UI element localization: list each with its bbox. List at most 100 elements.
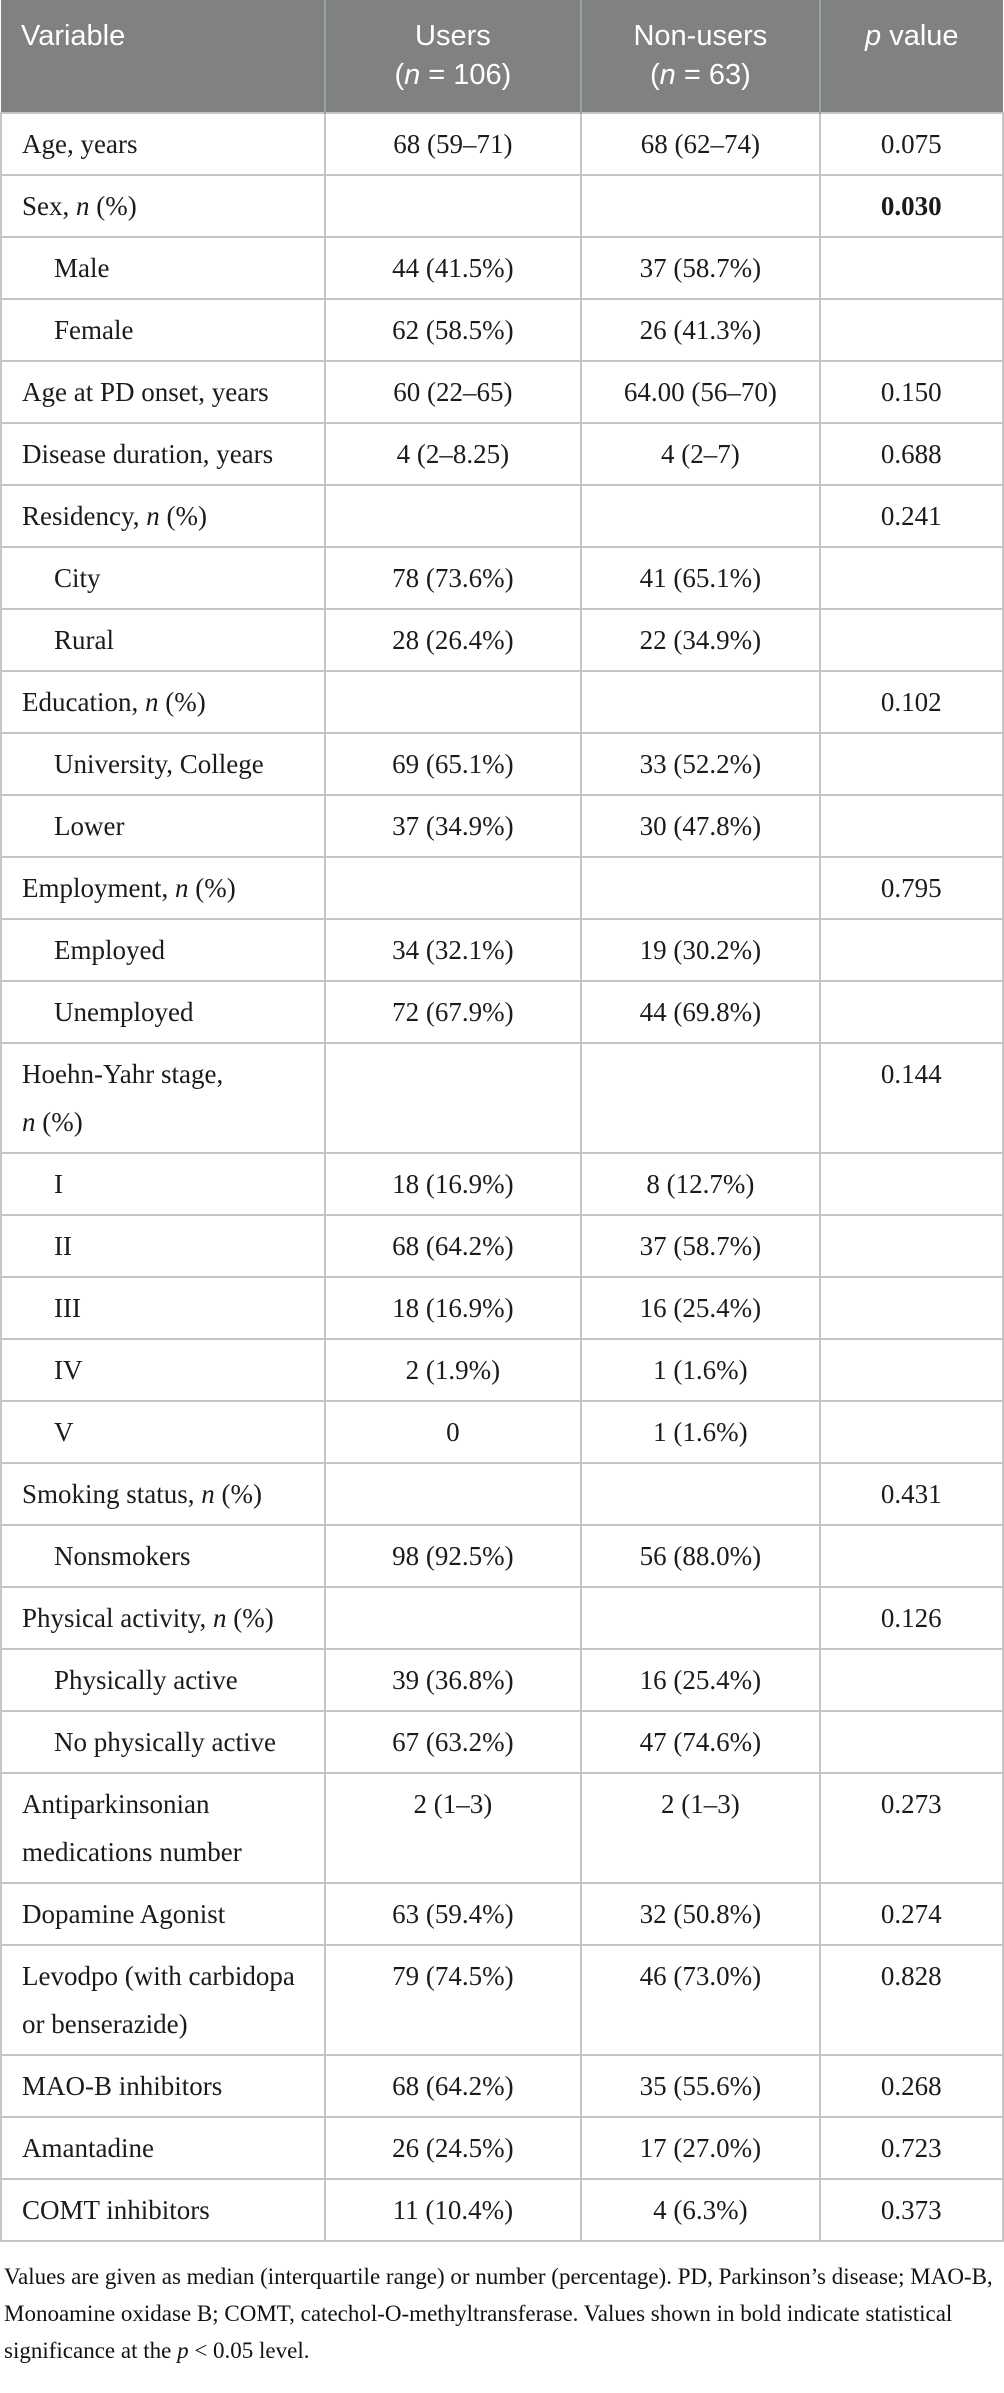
pvalue-cell — [818, 608, 1004, 672]
pvalue-cell: 0.241 — [818, 484, 1004, 548]
pvalue-cell: 0.268 — [818, 2054, 1004, 2118]
table-row: MAO-B inhibitors 68 (64.2%) 35 (55.6%) 0… — [0, 2054, 1004, 2118]
variable-cell: II — [0, 1214, 326, 1278]
users-cell: 44 (41.5%) — [323, 236, 583, 300]
table-row: Residency, n (%) 0.241 — [0, 484, 1004, 548]
header-row: Variable Users (n = 106) Non-users (n = … — [1, 0, 1003, 113]
nonusers-cell: 37 (58.7%) — [580, 1214, 821, 1278]
header-nonusers: Non-users (n = 63) — [580, 0, 820, 113]
pvalue-cell — [818, 1524, 1004, 1588]
nonusers-cell — [580, 1042, 821, 1154]
users-cell: 68 (64.2%) — [323, 2054, 583, 2118]
users-cell — [323, 174, 583, 238]
variable-cell: Nonsmokers — [0, 1524, 326, 1588]
nonusers-cell: 8 (12.7%) — [580, 1152, 821, 1216]
table-body: Age, years 68 (59–71) 68 (62–74) 0.075 S… — [0, 112, 1004, 2242]
users-cell: 28 (26.4%) — [323, 608, 583, 672]
users-cell: 0 — [323, 1400, 583, 1464]
nonusers-cell: 30 (47.8%) — [580, 794, 821, 858]
nonusers-cell — [580, 1462, 821, 1526]
table-row: Physically active 39 (36.8%) 16 (25.4%) — [0, 1648, 1004, 1712]
users-cell: 98 (92.5%) — [323, 1524, 583, 1588]
nonusers-cell: 16 (25.4%) — [580, 1648, 821, 1712]
nonusers-cell: 16 (25.4%) — [580, 1276, 821, 1340]
nonusers-cell — [580, 1586, 821, 1650]
table-row: Disease duration, years 4 (2–8.25) 4 (2–… — [0, 422, 1004, 486]
variable-cell: Rural — [0, 608, 326, 672]
users-cell: 34 (32.1%) — [323, 918, 583, 982]
pvalue-cell — [818, 1214, 1004, 1278]
nonusers-cell: 56 (88.0%) — [580, 1524, 821, 1588]
table-row: Lower 37 (34.9%) 30 (47.8%) — [0, 794, 1004, 858]
users-cell: 37 (34.9%) — [323, 794, 583, 858]
header-pvalue: p value — [818, 0, 1003, 113]
table-row: V 0 1 (1.6%) — [0, 1400, 1004, 1464]
pvalue-cell — [818, 980, 1004, 1044]
nonusers-cell: 1 (1.6%) — [580, 1400, 821, 1464]
table-row: Employed 34 (32.1%) 19 (30.2%) — [0, 918, 1004, 982]
table-row: COMT inhibitors 11 (10.4%) 4 (6.3%) 0.37… — [0, 2178, 1004, 2242]
nonusers-cell: 1 (1.6%) — [580, 1338, 821, 1402]
nonusers-cell: 41 (65.1%) — [580, 546, 821, 610]
demographics-table: Variable Users (n = 106) Non-users (n = … — [0, 0, 1004, 2242]
pvalue-cell: 0.431 — [818, 1462, 1004, 1526]
nonusers-cell: 47 (74.6%) — [580, 1710, 821, 1774]
pvalue-cell: 0.828 — [818, 1944, 1004, 2056]
variable-cell: Residency, n (%) — [0, 484, 326, 548]
users-cell — [323, 1586, 583, 1650]
table-row: University, College 69 (65.1%) 33 (52.2%… — [0, 732, 1004, 796]
nonusers-cell: 37 (58.7%) — [580, 236, 821, 300]
nonusers-cell: 17 (27.0%) — [580, 2116, 821, 2180]
variable-cell: Education, n (%) — [0, 670, 326, 734]
users-cell: 78 (73.6%) — [323, 546, 583, 610]
users-cell: 2 (1–3) — [323, 1772, 583, 1884]
pvalue-cell: 0.795 — [818, 856, 1004, 920]
nonusers-cell: 26 (41.3%) — [580, 298, 821, 362]
table-row: IV 2 (1.9%) 1 (1.6%) — [0, 1338, 1004, 1402]
nonusers-cell: 32 (50.8%) — [580, 1882, 821, 1946]
table-row: Male 44 (41.5%) 37 (58.7%) — [0, 236, 1004, 300]
variable-cell: I — [0, 1152, 326, 1216]
users-cell — [323, 856, 583, 920]
variable-cell: Smoking status, n (%) — [0, 1462, 326, 1526]
pvalue-cell: 0.373 — [818, 2178, 1004, 2242]
nonusers-cell — [580, 856, 821, 920]
variable-cell: IV — [0, 1338, 326, 1402]
table-row: Dopamine Agonist 63 (59.4%) 32 (50.8%) 0… — [0, 1882, 1004, 1946]
nonusers-cell: 64.00 (56–70) — [580, 360, 821, 424]
users-cell: 62 (58.5%) — [323, 298, 583, 362]
pvalue-cell — [818, 918, 1004, 982]
pvalue-cell — [818, 794, 1004, 858]
users-cell: 60 (22–65) — [323, 360, 583, 424]
nonusers-cell: 46 (73.0%) — [580, 1944, 821, 2056]
users-cell: 79 (74.5%) — [323, 1944, 583, 2056]
pvalue-cell: 0.273 — [818, 1772, 1004, 1884]
users-cell: 4 (2–8.25) — [323, 422, 583, 486]
table-footnote: Values are given as median (interquartil… — [4, 2264, 993, 2363]
users-cell: 18 (16.9%) — [323, 1152, 583, 1216]
nonusers-cell — [580, 174, 821, 238]
table-row: II 68 (64.2%) 37 (58.7%) — [0, 1214, 1004, 1278]
users-cell: 39 (36.8%) — [323, 1648, 583, 1712]
table-row: Amantadine 26 (24.5%) 17 (27.0%) 0.723 — [0, 2116, 1004, 2180]
users-cell: 72 (67.9%) — [323, 980, 583, 1044]
variable-cell: Levodpo (with carbidopa or benserazide) — [0, 1944, 326, 2056]
nonusers-cell: 2 (1–3) — [580, 1772, 821, 1884]
pvalue-cell: 0.126 — [818, 1586, 1004, 1650]
table-row: Physical activity, n (%) 0.126 — [0, 1586, 1004, 1650]
users-cell: 63 (59.4%) — [323, 1882, 583, 1946]
nonusers-cell: 19 (30.2%) — [580, 918, 821, 982]
nonusers-cell: 35 (55.6%) — [580, 2054, 821, 2118]
users-cell — [323, 670, 583, 734]
users-cell: 68 (64.2%) — [323, 1214, 583, 1278]
variable-cell: Physical activity, n (%) — [0, 1586, 326, 1650]
pvalue-cell — [818, 1648, 1004, 1712]
header-users: Users (n = 106) — [323, 0, 582, 113]
pvalue-cell — [818, 1152, 1004, 1216]
pvalue-cell — [818, 1710, 1004, 1774]
users-cell: 68 (59–71) — [323, 112, 583, 176]
variable-cell: Lower — [0, 794, 326, 858]
table-row: Antiparkinsonian medications number 2 (1… — [0, 1772, 1004, 1884]
table-row: I 18 (16.9%) 8 (12.7%) — [0, 1152, 1004, 1216]
